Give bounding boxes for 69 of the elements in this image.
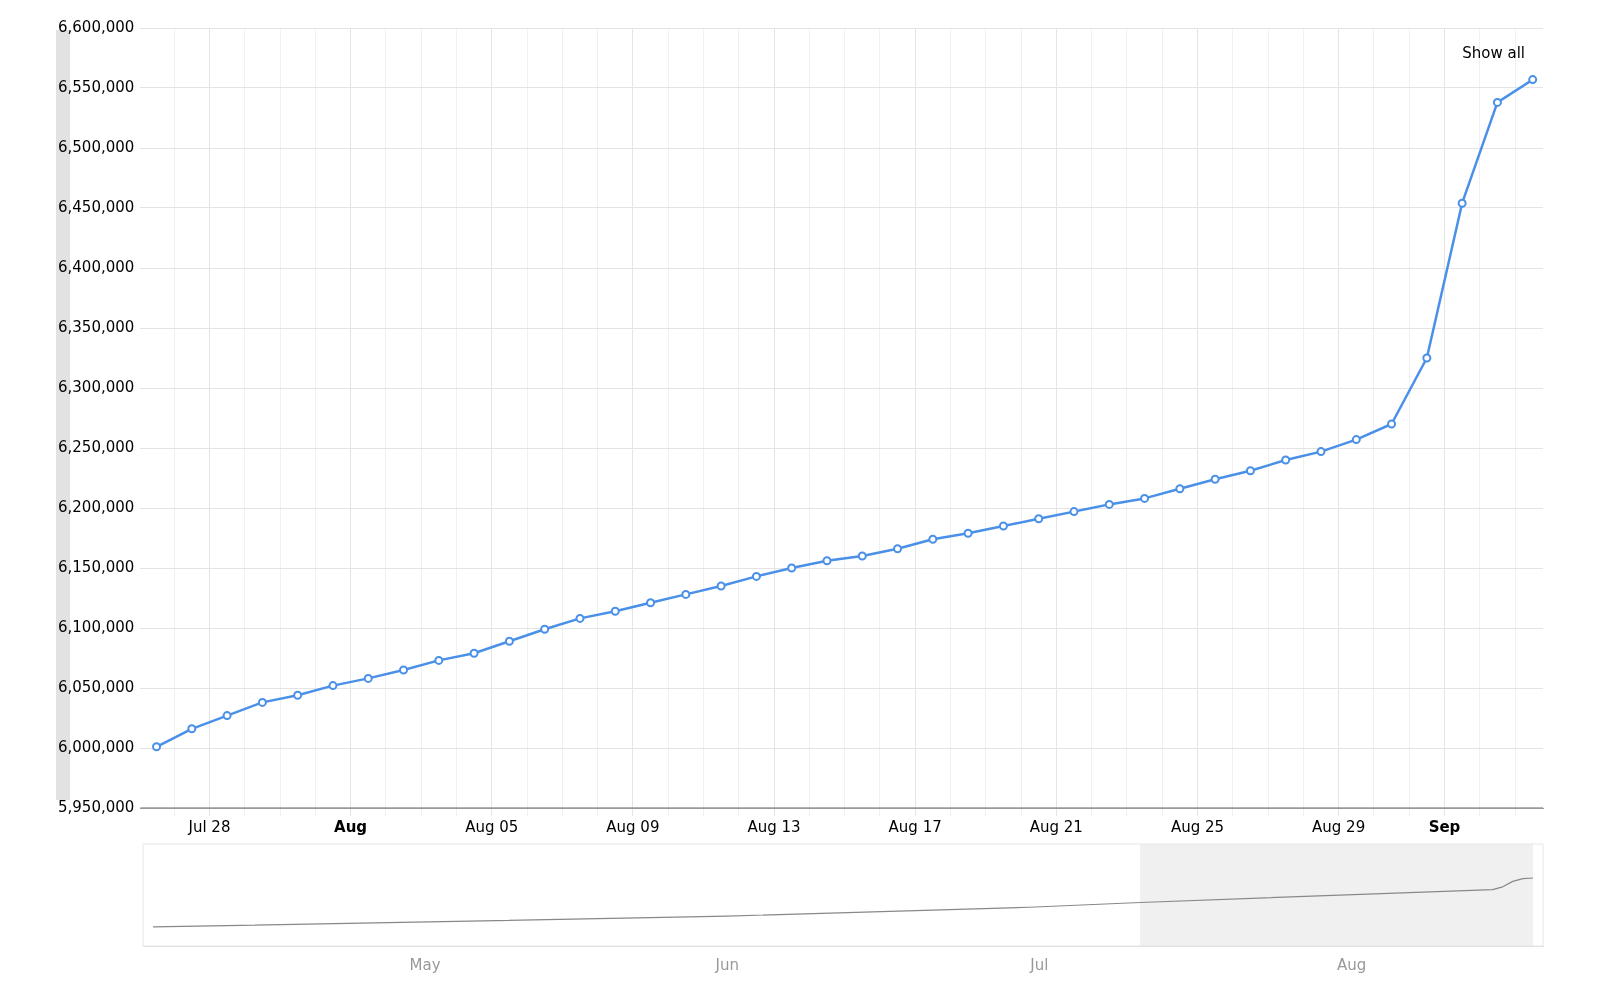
- x-tick-label: Aug 17: [888, 817, 942, 836]
- point: [1034, 514, 1044, 524]
- point: [540, 624, 550, 634]
- y-tick-label: 6,300,000: [58, 377, 135, 396]
- point: [822, 556, 832, 566]
- point: [716, 581, 726, 591]
- point: [1387, 419, 1397, 429]
- point: [1104, 499, 1114, 509]
- y-tick-label: 6,350,000: [58, 317, 135, 336]
- y-tick-label: 6,100,000: [58, 617, 135, 636]
- y-tick-label: 6,600,000: [58, 17, 135, 36]
- x-tick-label: Aug 13: [747, 817, 801, 836]
- point: [1422, 353, 1432, 363]
- point: [152, 742, 162, 752]
- point: [1281, 455, 1291, 465]
- point: [575, 613, 585, 623]
- point: [1351, 435, 1361, 445]
- x-tick-label: Jun: [714, 955, 739, 974]
- point: [893, 544, 903, 554]
- point: [1316, 447, 1326, 457]
- x-tick-label: Sep: [1428, 817, 1461, 836]
- y-tick-label: 6,250,000: [58, 437, 135, 456]
- y-tick-label: 6,450,000: [58, 197, 135, 216]
- x-tick-label: Aug 29: [1312, 817, 1366, 836]
- point: [293, 690, 303, 700]
- point: [257, 697, 267, 707]
- y-tick-label: 6,200,000: [58, 497, 135, 516]
- x-tick-label: Aug: [334, 817, 368, 836]
- point: [681, 589, 691, 599]
- point: [1245, 466, 1255, 476]
- point: [963, 528, 973, 538]
- y-tick-label: 5,950,000: [58, 797, 135, 816]
- point: [751, 571, 761, 581]
- x-tick-label: Jul: [1029, 955, 1049, 974]
- point: [998, 521, 1008, 531]
- point: [646, 598, 656, 608]
- point: [504, 636, 514, 646]
- y-tick-label: 6,000,000: [58, 737, 135, 756]
- point: [1492, 97, 1502, 107]
- point: [1457, 198, 1467, 208]
- x-tick-label: Aug: [1336, 955, 1367, 974]
- y-tick-label: 6,150,000: [58, 557, 135, 576]
- x-tick-label: Aug 09: [606, 817, 660, 836]
- point: [328, 681, 338, 691]
- point: [1210, 474, 1220, 484]
- point: [857, 551, 867, 561]
- point: [1528, 75, 1538, 85]
- x-tick-label: May: [409, 955, 441, 974]
- point: [1069, 507, 1079, 517]
- point: [434, 655, 444, 665]
- point: [610, 606, 620, 616]
- point: [363, 673, 373, 683]
- y-tick-label: 6,500,000: [58, 137, 135, 156]
- y-tick-label: 6,400,000: [58, 257, 135, 276]
- y-tick-label: 6,050,000: [58, 677, 135, 696]
- point: [469, 648, 479, 658]
- point: [928, 534, 938, 544]
- point: [787, 563, 797, 573]
- point: [187, 724, 197, 734]
- point: [222, 711, 232, 721]
- point: [1175, 484, 1185, 494]
- x-tick-label: Jul 28: [187, 817, 231, 836]
- point: [399, 665, 409, 675]
- annotation: Show all: [1462, 43, 1525, 62]
- x-tick-label: Aug 25: [1170, 817, 1225, 836]
- point: [1140, 493, 1150, 503]
- y-tick-label: 6,550,000: [58, 77, 135, 96]
- x-tick-label: Aug 05: [465, 817, 519, 836]
- x-tick-label: Aug 21: [1029, 817, 1083, 836]
